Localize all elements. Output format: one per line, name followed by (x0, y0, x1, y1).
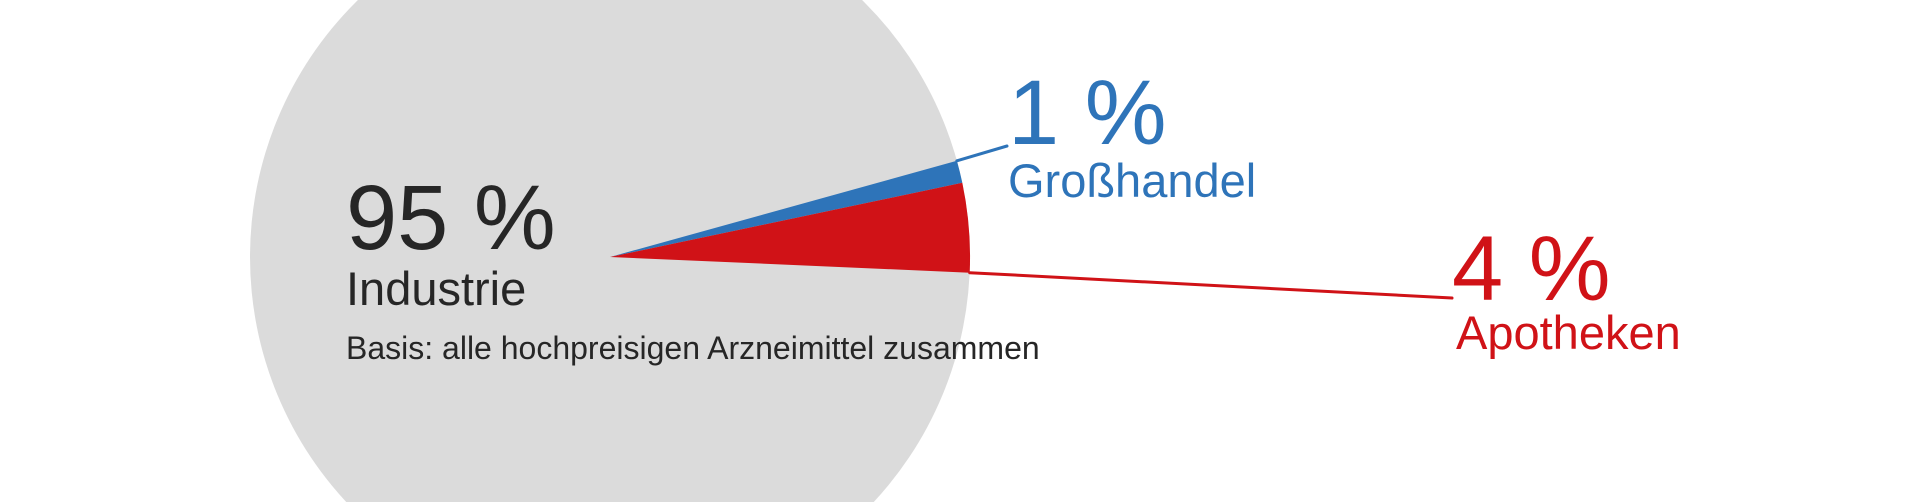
basis-note: Basis: alle hochpreisigen Arzneimittel z… (346, 330, 1040, 366)
industrie-value-label: 95 % (346, 167, 556, 269)
industrie-category-label: Industrie (346, 262, 527, 315)
apotheken-category-label: Apotheken (1456, 306, 1681, 359)
grosshandel-slice (610, 160, 963, 257)
industrie-slice (250, 0, 970, 502)
grosshandel-value-label: 1 % (1008, 62, 1167, 164)
grosshandel-category-label: Großhandel (1008, 154, 1257, 207)
grosshandel-leader-line (955, 144, 1009, 163)
apotheken-leader-line (968, 271, 1454, 300)
apotheken-slice (610, 182, 971, 273)
apotheken-value-label: 4 % (1452, 218, 1611, 320)
